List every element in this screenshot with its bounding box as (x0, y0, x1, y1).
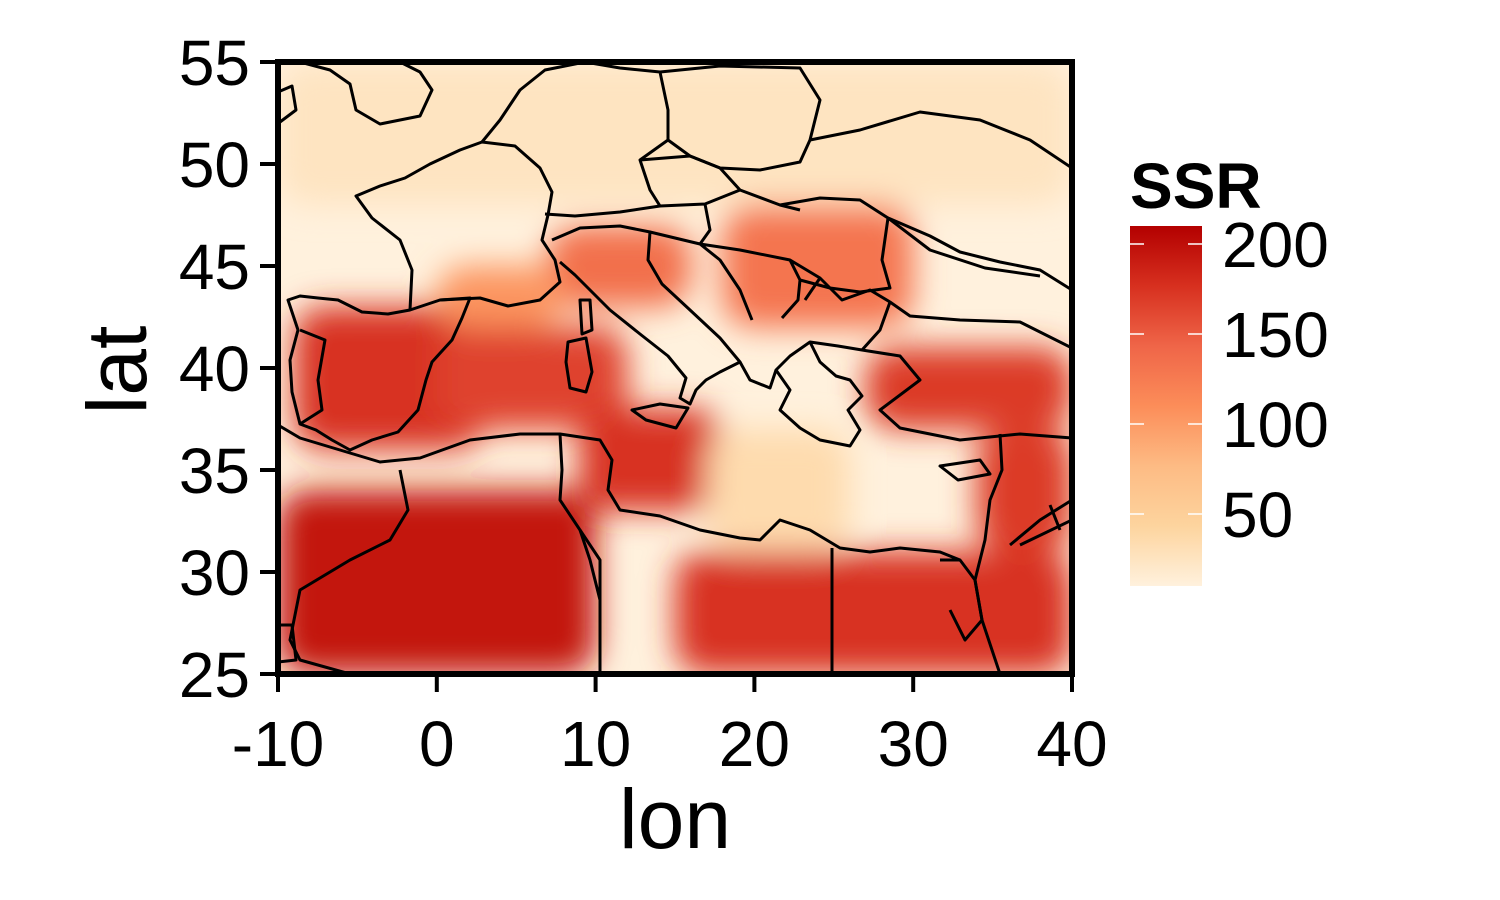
levant-border (973, 433, 1072, 674)
ssr-region-8 (722, 204, 914, 328)
colorbar-tick-label: 150 (1222, 299, 1329, 371)
x-tick-label: 20 (719, 708, 790, 780)
ssr-region-5 (865, 347, 1072, 430)
ssr-region-1 (675, 551, 1072, 674)
ssr-region-10 (706, 429, 850, 552)
colorbar-gradient (1130, 226, 1202, 586)
y-tick-label: 35 (179, 435, 250, 507)
y-tick-label: 55 (179, 27, 250, 99)
map-panel (275, 59, 1075, 677)
colorbar-ticks: 50 100 150 200 (1130, 209, 1329, 551)
romania-outline (779, 196, 892, 294)
cyprus-outline (938, 458, 992, 482)
western-sahara-border (278, 623, 298, 664)
ssr-region-4 (579, 408, 723, 511)
sicily-outline (630, 402, 690, 430)
iberia-coastline (286, 294, 472, 452)
colorbar-legend: SSR 50 100 150 200 (1130, 150, 1329, 586)
germany-outline (480, 62, 670, 218)
britain-outline (299, 62, 434, 126)
y-axis: 25 30 35 40 45 50 55 (179, 27, 275, 711)
libya-border (578, 529, 834, 674)
france-outline (354, 140, 562, 311)
y-tick-label: 50 (179, 129, 250, 201)
x-axis: -10 0 10 20 30 40 (232, 677, 1108, 780)
ukraine-border (809, 110, 1072, 292)
portugal-border (299, 328, 327, 426)
y-tick-label: 30 (179, 537, 250, 609)
italy-outline (551, 224, 742, 406)
x-tick-label: 40 (1036, 708, 1107, 780)
colorbar-title: SSR (1130, 150, 1262, 222)
x-tick-label: 0 (419, 708, 455, 780)
ssr-region-7 (547, 225, 691, 307)
ssr-region-9 (436, 266, 564, 328)
y-tick-label: 45 (179, 231, 250, 303)
x-axis-label: lon (619, 772, 731, 866)
ssr-region-3 (436, 327, 628, 430)
sardinia-outline (564, 336, 594, 394)
ssr-region-2 (293, 306, 485, 450)
tunisia-border (558, 433, 602, 601)
morocco-algeria-border (288, 469, 410, 674)
y-tick-label: 40 (179, 333, 250, 405)
corsica-outline (578, 298, 594, 336)
country-borders (278, 62, 1072, 674)
north-africa-coast (278, 423, 961, 562)
ireland-outline (278, 84, 298, 124)
ssr-region-11 (278, 62, 1072, 205)
x-tick-label: 10 (560, 708, 631, 780)
plot-frame (275, 59, 1075, 677)
turkey-outline (861, 348, 1072, 442)
colorbar-tick-label: 50 (1222, 479, 1293, 551)
y-tick-label: 25 (179, 639, 250, 711)
colorbar-tick-label: 100 (1222, 389, 1329, 461)
greece-outline (774, 341, 864, 448)
balkans-outline (649, 230, 892, 390)
black-sea-coast (887, 216, 1072, 350)
y-axis-label: lat (70, 326, 164, 415)
ssr-field (278, 62, 1072, 674)
x-tick-label: -10 (232, 708, 325, 780)
x-tick-label: 30 (878, 708, 949, 780)
ssr-region-0 (278, 490, 596, 674)
colorbar-tick-label: 200 (1222, 209, 1329, 281)
